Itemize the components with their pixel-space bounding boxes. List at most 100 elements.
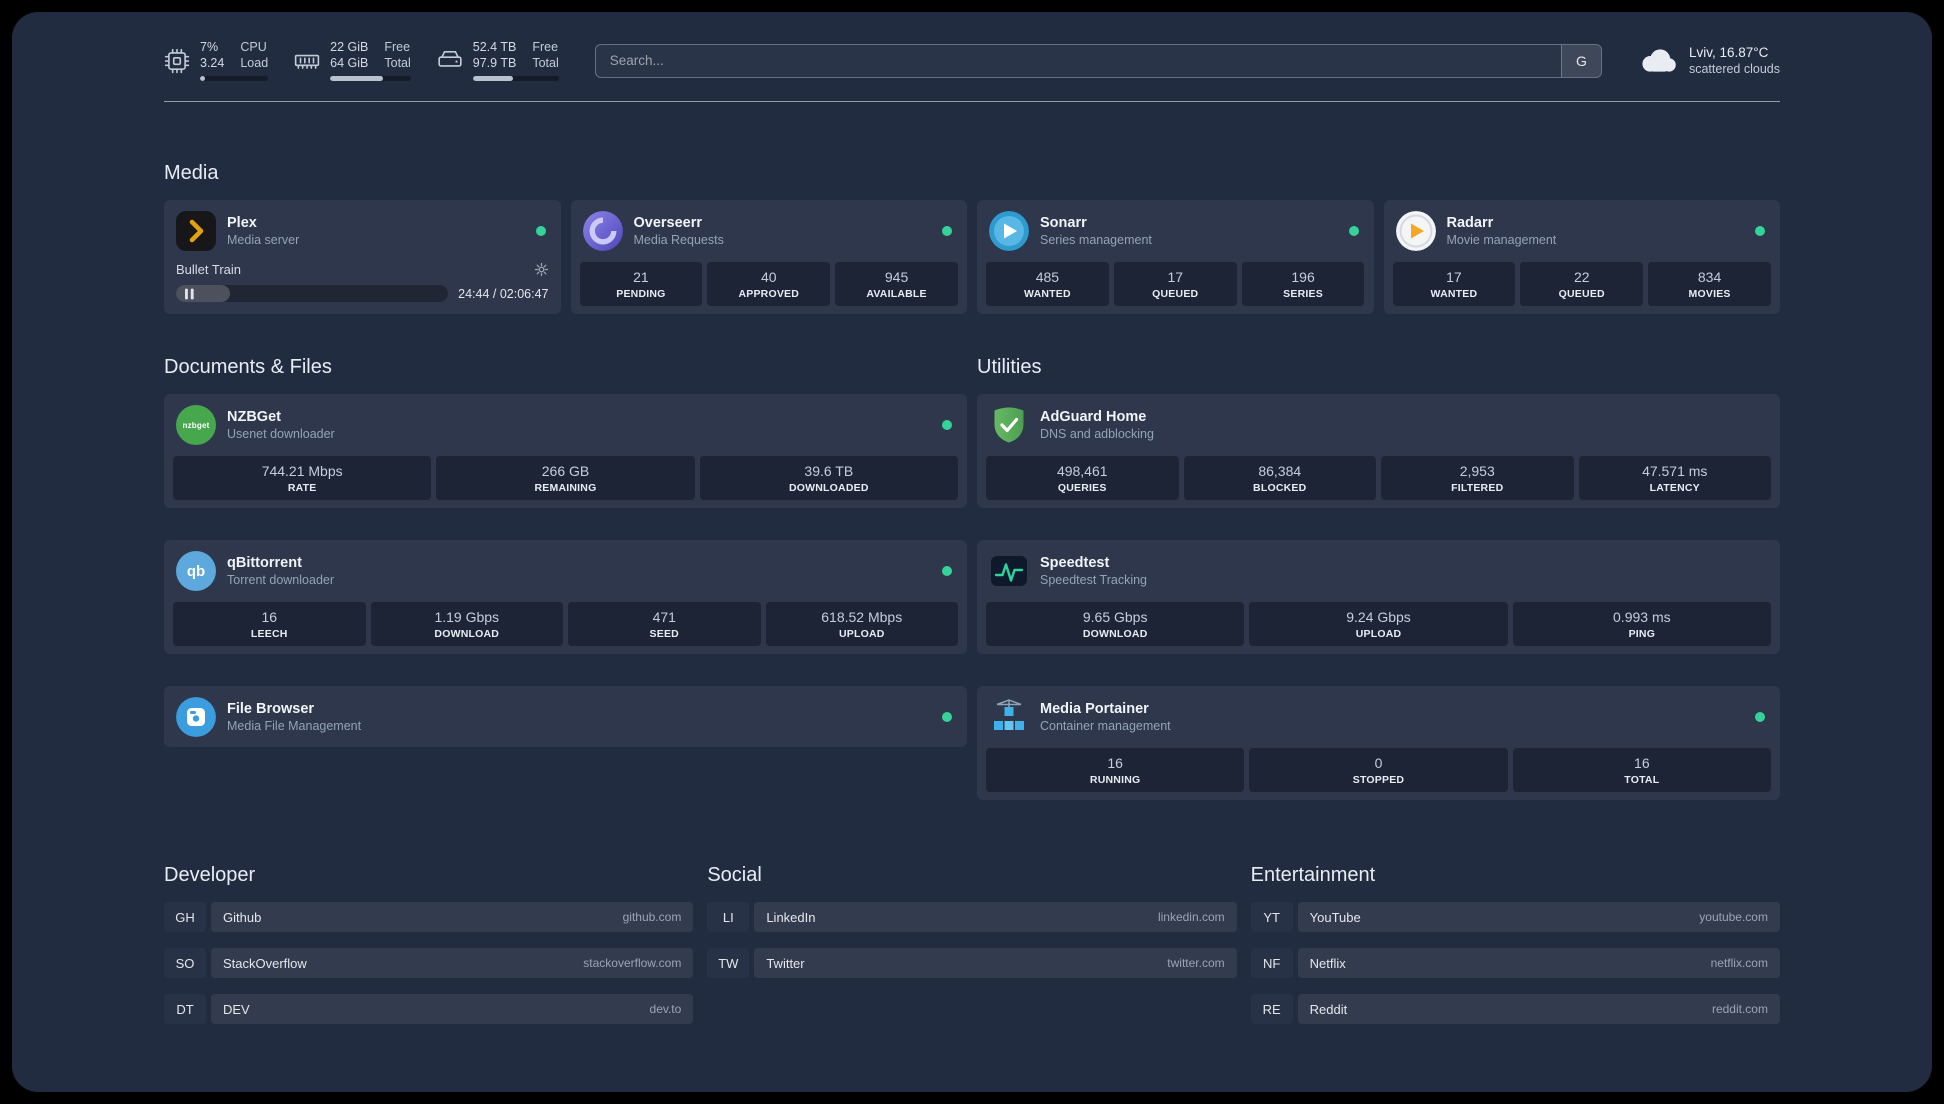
service-name: Speedtest [1040,555,1110,571]
dashboard: 7% CPU 3.24 Load 22 GiB Free 64 GiB Tota… [12,12,1932,1092]
bookmark-github[interactable]: GH Github github.com [164,902,694,932]
stat-movies: 834 MOVIES [1648,262,1771,306]
service-name: Media Portainer [1040,701,1149,717]
search-bar: G [594,43,1602,78]
stat-running: 16 RUNNING [986,748,1245,792]
search-provider-button[interactable]: G [1560,44,1601,77]
bookmark-youtube[interactable]: YT YouTube youtube.com [1251,902,1780,932]
stat-blocked: 86,384 BLOCKED [1183,456,1376,500]
stat-queries: 498,461 QUERIES [986,456,1179,500]
qbittorrent-icon: qb [176,551,216,591]
service-desc: Torrent downloader [227,573,335,587]
bookmark-name: LinkedIn [766,909,816,925]
bookmark-abbr: GH [164,902,206,932]
service-name: File Browser [227,701,315,717]
service-name: Sonarr [1040,215,1087,231]
service-card-plex: Plex Media server Bullet Train [164,200,561,314]
service-name: AdGuard Home [1040,409,1147,425]
stat-queued: 22 QUEUED [1520,262,1644,306]
bookmark-abbr: RE [1251,994,1293,1024]
stat-download: 9.65 Gbps DOWNLOAD [986,602,1245,646]
now-playing-title: Bullet Train [176,262,242,277]
speedtest-icon [989,551,1029,591]
section-title-documents: Documents & Files [164,356,332,378]
bookmark-domain: github.com [622,910,682,924]
bookmark-group-developer: Developer GH Github github.com SO StackO… [164,862,694,1024]
pause-icon[interactable] [185,288,194,299]
service-link-sonarr[interactable]: Sonarr Series management [986,209,1365,253]
service-link-overseerr[interactable]: Overseerr Media Requests [580,209,959,253]
memory-free-label: Free [384,40,411,54]
bookmark-name: Github [223,909,262,925]
bookmark-dev[interactable]: DT DEV dev.to [164,994,694,1024]
service-desc: Media Requests [633,233,724,247]
bookmark-domain: dev.to [649,1002,682,1016]
memory-usage-bar [330,76,411,81]
search-input[interactable] [595,44,1561,77]
status-dot-online [535,226,546,236]
bookmark-twitter[interactable]: TW Twitter twitter.com [707,948,1237,978]
bookmark-stackoverflow[interactable]: SO StackOverflow stackoverflow.com [164,948,694,978]
overseerr-icon [582,211,623,251]
cpu-usage-bar-fill [200,76,205,81]
bookmark-reddit[interactable]: RE Reddit reddit.com [1251,994,1780,1024]
service-card-qbittorrent: qb qBittorrent Torrent downloader 16 LEE… [164,540,967,654]
nzbget-icon: nzbget [176,405,216,445]
bookmarks: Developer GH Github github.com SO StackO… [164,862,1780,1064]
service-link-plex[interactable]: Plex Media server [173,209,552,253]
stat-filtered: 2,953 FILTERED [1381,456,1574,500]
stat-pending: 21 PENDING [579,262,703,306]
service-name: Plex [227,215,257,231]
stat-downloaded: 39.6 TB DOWNLOADED [699,456,958,500]
stat-upload: 618.52 Mbps UPLOAD [765,602,958,646]
service-link-speedtest[interactable]: Speedtest Speedtest Tracking [986,549,1771,593]
bookmark-netflix[interactable]: NF Netflix netflix.com [1251,948,1780,978]
service-link-portainer[interactable]: Media Portainer Container management [986,695,1771,739]
bookmark-abbr: SO [164,948,206,978]
status-dot-online [942,712,952,722]
service-link-qbittorrent[interactable]: qb qBittorrent Torrent downloader [173,549,958,593]
cpu-load-label: Load [240,56,269,70]
bookmark-linkedin[interactable]: LI LinkedIn linkedin.com [707,902,1237,932]
service-name: qBittorrent [227,555,302,571]
service-desc: Media server [227,233,300,247]
bookmark-abbr: DT [164,994,206,1024]
service-name: NZBGet [227,409,281,425]
service-card-overseerr: Overseerr Media Requests 21 PENDING 40 A… [570,200,967,314]
topbar: 7% CPU 3.24 Load 22 GiB Free 64 GiB Tota… [164,40,1780,81]
bookmark-abbr: LI [707,902,749,932]
gear-icon[interactable] [534,262,549,277]
bookmark-name: Netflix [1309,955,1346,971]
section-documents: Documents & Files nzbget NZBGet Usenet d… [164,354,967,747]
stat-rate: 744.21 Mbps RATE [173,456,432,500]
plex-now-playing: Bullet Train [173,262,552,304]
playback-progress-bar[interactable] [176,285,449,302]
stat-latency: 47.571 ms LATENCY [1578,456,1771,500]
service-desc: Speedtest Tracking [1040,573,1148,587]
service-link-adguard[interactable]: AdGuard Home DNS and adblocking [986,403,1771,447]
memory-total: 64 GiB [330,56,369,70]
radarr-icon [1395,211,1436,251]
disk-usage-bar [472,76,559,81]
service-card-filebrowser: File Browser Media File Management [164,686,967,747]
stat-remaining: 266 GB REMAINING [436,456,695,500]
section-media: Media Plex Media server Bullet Train [164,160,1780,314]
disk-total-label: Total [532,56,559,70]
service-card-sonarr: Sonarr Series management 485 WANTED 17 Q… [977,200,1374,314]
section-title-developer: Developer [164,864,256,886]
disk-total: 97.9 TB [472,56,517,70]
service-link-nzbget[interactable]: nzbget NZBGet Usenet downloader [173,403,958,447]
stat-queued: 17 QUEUED [1113,262,1237,306]
bookmark-group-social: Social LI LinkedIn linkedin.com TW Twitt… [707,862,1237,978]
bookmark-domain: linkedin.com [1157,910,1225,924]
section-title-entertainment: Entertainment [1250,864,1376,886]
weather-location: Lviv, 16.87°C [1688,45,1769,60]
service-link-filebrowser[interactable]: File Browser Media File Management [173,695,958,739]
portainer-icon [989,697,1029,737]
service-card-portainer: Media Portainer Container management 16 … [977,686,1780,800]
cpu-load: 3.24 [200,56,225,70]
memory-widget: 22 GiB Free 64 GiB Total [294,40,411,81]
plex-icon [176,211,216,251]
weather-condition: scattered clouds [1688,62,1780,76]
service-link-radarr[interactable]: Radarr Movie management [1393,209,1772,253]
